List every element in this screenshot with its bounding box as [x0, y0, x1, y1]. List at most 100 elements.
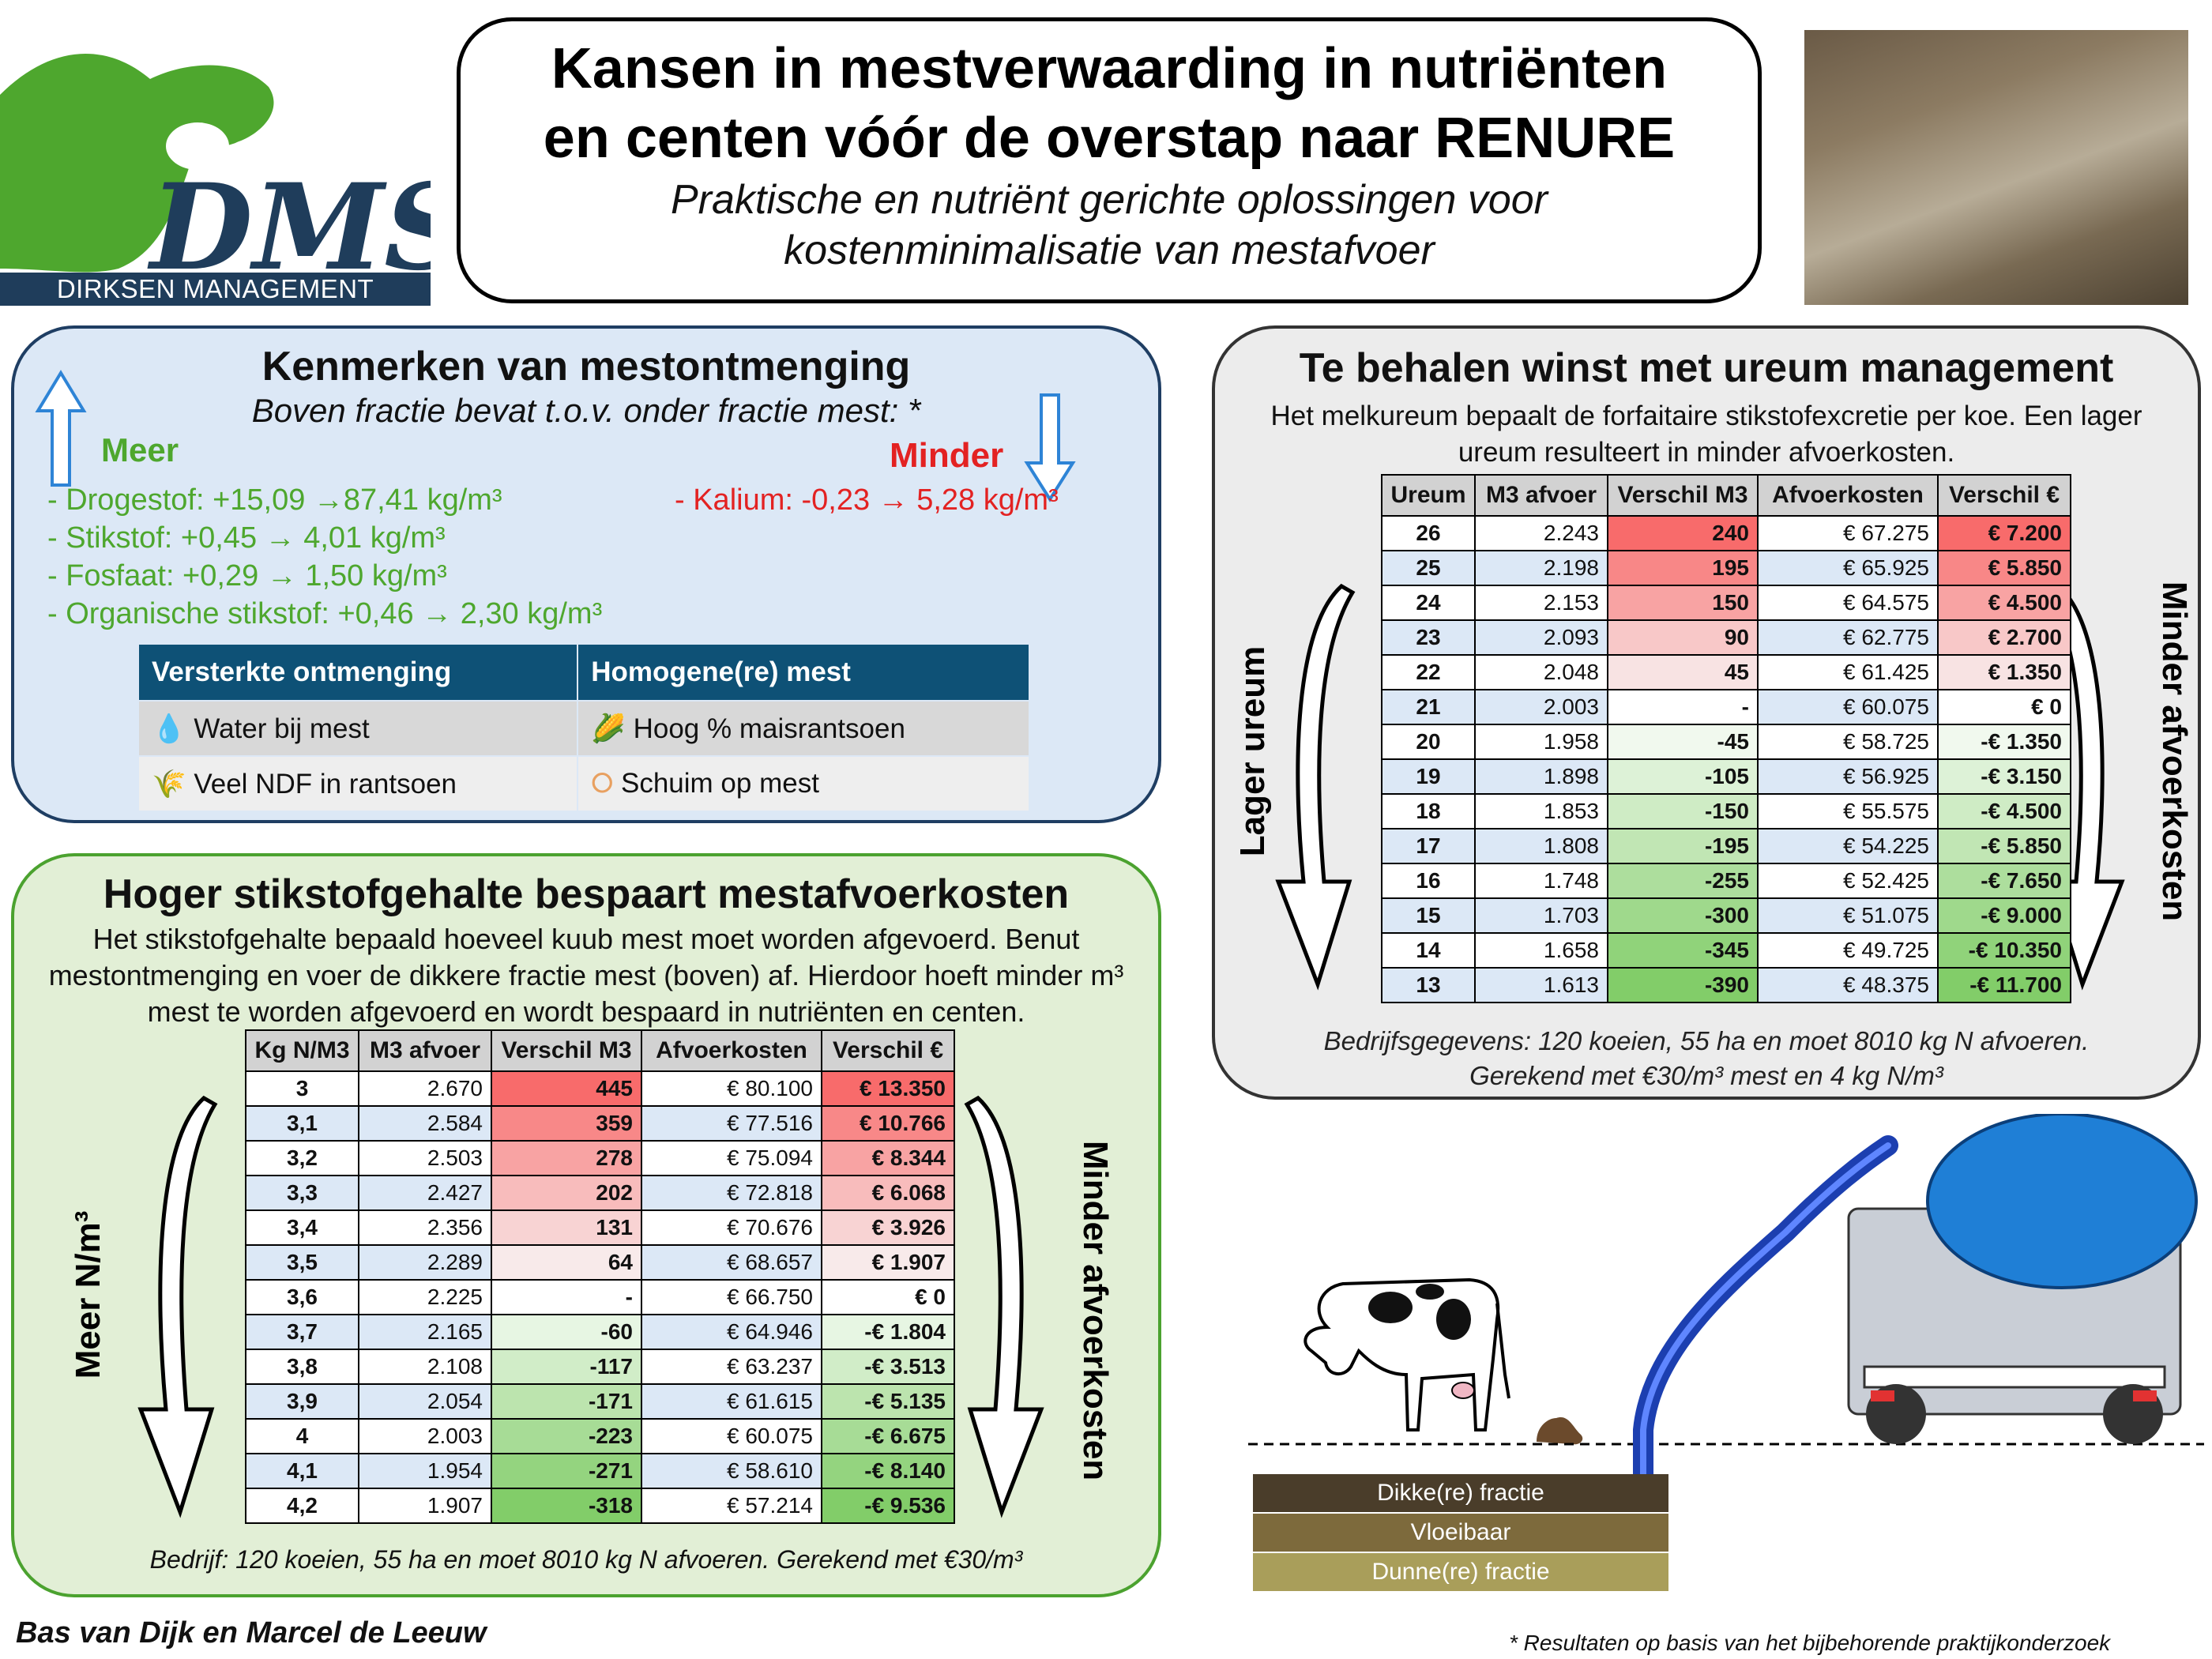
table-cell: € 72.818 — [641, 1175, 822, 1211]
table-row: 3,2 2.503 278 € 75.094 € 8.344 — [245, 1140, 955, 1176]
table-cell: 1.958 — [1474, 724, 1608, 760]
table-cell: € 7.200 — [1937, 515, 2071, 551]
meer-item: - Organische stikstof: +0,46 → 2,30 kg/m… — [47, 597, 603, 630]
table-cell: 13 — [1381, 967, 1476, 1003]
features-cell: ⭘ Schuim op mest — [578, 757, 1029, 811]
column-header: M3 afvoer — [1474, 474, 1608, 517]
curved-arrow-down-icon — [964, 1095, 1044, 1518]
table-cell: 1.613 — [1474, 967, 1608, 1003]
table-row: 3,1 2.584 359 € 77.516 € 10.766 — [245, 1105, 955, 1142]
column-header: Afvoerkosten — [1757, 474, 1939, 517]
table-cell: -171 — [491, 1383, 642, 1420]
table-cell: 4 — [245, 1418, 359, 1454]
ontmenging-panel: Kenmerken van mestontmenging Boven fract… — [11, 325, 1161, 823]
table-cell: € 58.610 — [641, 1453, 822, 1489]
table-cell: 3,1 — [245, 1105, 359, 1142]
manure-layers: Dikke(re) fractie Vloeibaar Dunne(re) fr… — [1253, 1474, 1668, 1593]
features-cell-text: Veel NDF in rantsoen — [194, 768, 457, 799]
table-cell: € 70.676 — [641, 1209, 822, 1246]
table-cell: 2.108 — [358, 1349, 492, 1385]
table-cell: 15 — [1381, 897, 1476, 934]
table-cell: 2.198 — [1474, 550, 1608, 586]
meer-item: - Fosfaat: +0,29 → 1,50 kg/m³ — [47, 559, 447, 592]
layer-liquid: Vloeibaar — [1253, 1514, 1668, 1552]
meer-item: - Stikstof: +0,45 → 4,01 kg/m³ — [47, 521, 446, 555]
curved-arrow-down-icon — [137, 1095, 218, 1518]
layer-thick: Dikke(re) fractie — [1253, 1474, 1668, 1512]
table-cell: 278 — [491, 1140, 642, 1176]
foam-bubbles-icon: ⭘ — [591, 768, 614, 799]
stikstof-table: Kg N/M3 M3 afvoer Verschil M3 Afvoerkost… — [245, 1029, 955, 1524]
table-cell: -€ 8.140 — [821, 1453, 955, 1489]
table-cell: 1.748 — [1474, 863, 1608, 899]
table-cell: 2.165 — [358, 1314, 492, 1350]
water-drop-icon: 💧 — [152, 713, 186, 744]
table-cell: € 4.500 — [1937, 585, 2071, 621]
table-row: 13 1.613 -390 € 48.375 -€ 11.700 — [1381, 967, 2071, 1003]
table-cell: € 67.275 — [1757, 515, 1939, 551]
table-cell: € 48.375 — [1757, 967, 1939, 1003]
column-header: Verschil € — [1937, 474, 2071, 517]
table-cell: 2.093 — [1474, 619, 1608, 656]
minder-afvoerkosten-label: Minder afvoerkosten — [2155, 581, 2194, 922]
table-cell: € 56.925 — [1757, 758, 1939, 795]
table-cell: € 2.700 — [1937, 619, 2071, 656]
barn-floor-photo — [1804, 30, 2188, 305]
table-cell: -255 — [1607, 863, 1759, 899]
table-cell: 22 — [1381, 654, 1476, 690]
table-cell: -117 — [491, 1349, 642, 1385]
stikstof-title: Hoger stikstofgehalte bespaart mestafvoe… — [103, 871, 1070, 917]
table-row: 21 2.003- € 60.075 € 0 — [1381, 689, 2071, 725]
table-cell: -€ 9.000 — [1937, 897, 2071, 934]
table-row: 16 1.748 -255 € 52.425 -€ 7.650 — [1381, 863, 2071, 899]
table-cell: € 0 — [1937, 689, 2071, 725]
table-row: 18 1.853 -150 € 55.575 -€ 4.500 — [1381, 793, 2071, 830]
arrow-up-icon — [35, 370, 87, 487]
table-cell: € 65.925 — [1757, 550, 1939, 586]
table-cell: 23 — [1381, 619, 1476, 656]
table-cell: -105 — [1607, 758, 1759, 795]
table-row: 4,2 1.907 -318 € 57.214 -€ 9.536 — [245, 1488, 955, 1524]
table-row: 3,8 2.108 -117 € 63.237 -€ 3.513 — [245, 1349, 955, 1385]
column-header: Ureum — [1381, 474, 1476, 517]
table-cell: 64 — [491, 1244, 642, 1281]
table-cell: -195 — [1607, 828, 1759, 864]
table-cell: -300 — [1607, 897, 1759, 934]
table-row: 14 1.658 -345 € 49.725 -€ 10.350 — [1381, 932, 2071, 969]
table-cell: -€ 10.350 — [1937, 932, 2071, 969]
table-cell: 1.907 — [358, 1488, 492, 1524]
minder-afvoerkosten-label: Minder afvoerkosten — [1076, 1140, 1115, 1481]
table-cell: € 63.237 — [641, 1349, 822, 1385]
table-cell: € 1.350 — [1937, 654, 2071, 690]
table-cell: 195 — [1607, 550, 1759, 586]
table-cell: 17 — [1381, 828, 1476, 864]
table-cell: 2.584 — [358, 1105, 492, 1142]
features-table: Versterkte ontmenging Homogene(re) mest … — [137, 643, 1030, 812]
authors: Bas van Dijk en Marcel de Leeuw — [16, 1616, 487, 1650]
table-cell: 16 — [1381, 863, 1476, 899]
table-cell: 2.003 — [1474, 689, 1608, 725]
table-cell: € 64.575 — [1757, 585, 1939, 621]
table-row: 23 2.093 90 € 62.775 € 2.700 — [1381, 619, 2071, 656]
table-cell: -345 — [1607, 932, 1759, 969]
features-cell-text: Water bij mest — [194, 713, 370, 744]
table-row: 20 1.958 -45 € 58.725 -€ 1.350 — [1381, 724, 2071, 760]
features-header: Versterkte ontmenging — [139, 645, 577, 700]
table-row: 4,1 1.954 -271 € 58.610 -€ 8.140 — [245, 1453, 955, 1489]
wheat-icon: 🌾 — [152, 768, 186, 799]
table-cell: € 49.725 — [1757, 932, 1939, 969]
table-cell: 131 — [491, 1209, 642, 1246]
features-cell-text: Hoog % maisrantsoen — [633, 713, 905, 744]
meer-label: Meer — [101, 431, 179, 468]
table-cell: 2.243 — [1474, 515, 1608, 551]
table-cell: -60 — [491, 1314, 642, 1350]
table-cell: -€ 1.350 — [1937, 724, 2071, 760]
manure-tank-illustration — [1248, 1114, 2204, 1493]
table-cell: 2.427 — [358, 1175, 492, 1211]
table-cell: 3,2 — [245, 1140, 359, 1176]
table-cell: -271 — [491, 1453, 642, 1489]
table-cell: € 51.075 — [1757, 897, 1939, 934]
table-cell: -€ 11.700 — [1937, 967, 2071, 1003]
table-cell: -45 — [1607, 724, 1759, 760]
table-cell: -€ 4.500 — [1937, 793, 2071, 830]
